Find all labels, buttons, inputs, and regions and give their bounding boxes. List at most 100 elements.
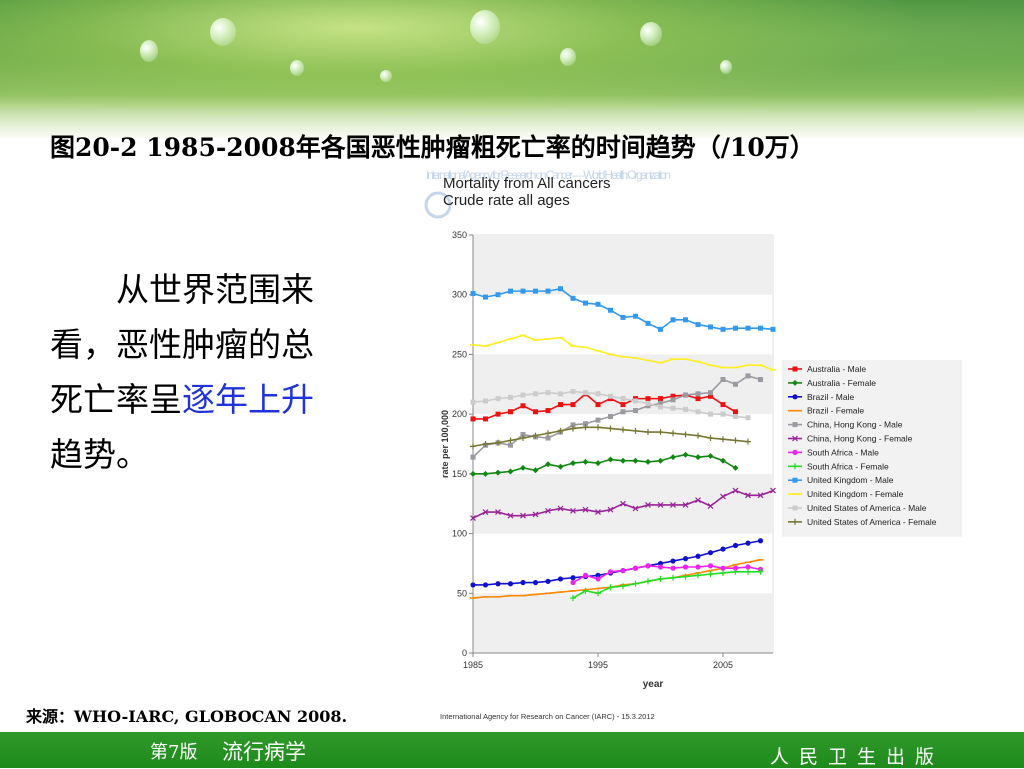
data-point bbox=[682, 556, 689, 562]
data-point bbox=[545, 435, 551, 441]
data-point bbox=[607, 456, 614, 463]
data-point bbox=[695, 553, 701, 559]
data-point bbox=[633, 408, 638, 414]
data-point bbox=[533, 288, 538, 294]
x-tick-label: 1995 bbox=[588, 660, 608, 670]
y-axis-label: rate per 100,000 bbox=[440, 410, 450, 478]
data-point bbox=[720, 377, 726, 383]
data-point bbox=[520, 512, 526, 519]
data-point bbox=[620, 567, 626, 574]
chart-figure: International Agency for Research on Can… bbox=[410, 165, 970, 725]
data-point bbox=[670, 393, 676, 399]
data-point bbox=[620, 396, 626, 402]
body-text-highlight: 逐年上升 bbox=[182, 380, 314, 419]
data-point bbox=[583, 421, 588, 427]
data-point bbox=[792, 435, 798, 442]
data-point bbox=[745, 415, 751, 421]
footer-edition: 第7版 bbox=[150, 742, 198, 763]
data-point bbox=[708, 393, 713, 399]
data-point bbox=[570, 460, 576, 467]
data-point bbox=[682, 501, 689, 508]
data-point bbox=[620, 426, 626, 433]
data-point bbox=[645, 458, 651, 465]
data-point bbox=[470, 454, 476, 460]
data-point bbox=[532, 432, 539, 439]
data-point bbox=[758, 377, 763, 383]
body-text: 从世界范围来看，恶性肿瘤的总死亡率呈逐年上升趋势。 bbox=[50, 262, 340, 482]
data-point bbox=[670, 317, 676, 323]
water-drop bbox=[470, 10, 500, 44]
data-point bbox=[682, 564, 689, 570]
data-point bbox=[792, 366, 798, 372]
data-point bbox=[745, 325, 751, 331]
data-point bbox=[732, 542, 739, 549]
data-point bbox=[545, 288, 551, 294]
who-logo-watermark-icon bbox=[424, 191, 452, 219]
series-line bbox=[572, 565, 761, 584]
data-point bbox=[582, 506, 589, 513]
data-point bbox=[657, 457, 664, 464]
body-text-suffix: 趋势。 bbox=[50, 435, 149, 474]
legend-label: United Kingdom - Male bbox=[807, 475, 894, 485]
data-point bbox=[545, 578, 551, 584]
plot-area bbox=[472, 234, 774, 654]
footer-course: 流行病学 bbox=[222, 740, 306, 764]
legend-label: China, Hong Kong - Female bbox=[807, 434, 913, 444]
data-point bbox=[720, 457, 726, 464]
data-point bbox=[792, 505, 798, 511]
series-line bbox=[473, 453, 736, 475]
data-point bbox=[645, 396, 651, 402]
data-point bbox=[620, 583, 626, 590]
data-point bbox=[595, 301, 601, 307]
data-point bbox=[607, 506, 614, 513]
data-point bbox=[707, 550, 714, 556]
series-line bbox=[572, 570, 761, 599]
data-point bbox=[695, 391, 701, 397]
data-point bbox=[507, 512, 514, 519]
data-point bbox=[557, 576, 564, 582]
legend-box bbox=[782, 360, 962, 537]
data-point bbox=[708, 324, 713, 330]
data-point bbox=[520, 579, 526, 586]
data-point bbox=[620, 402, 626, 408]
data-point bbox=[495, 292, 501, 298]
data-point bbox=[670, 397, 676, 403]
data-point bbox=[507, 437, 514, 444]
data-point bbox=[670, 501, 676, 508]
chart-credit: International Agency for Research on Can… bbox=[440, 712, 655, 721]
data-point bbox=[658, 404, 663, 410]
legend-label: United States of America - Male bbox=[807, 503, 927, 513]
data-point bbox=[758, 325, 763, 331]
data-point bbox=[670, 558, 676, 564]
data-point bbox=[695, 564, 701, 570]
data-point bbox=[695, 454, 701, 461]
data-point bbox=[620, 457, 626, 464]
data-point bbox=[695, 572, 701, 579]
data-point bbox=[557, 463, 564, 470]
data-point bbox=[695, 322, 701, 328]
data-point bbox=[707, 503, 714, 510]
data-point bbox=[520, 435, 526, 442]
data-point bbox=[507, 581, 514, 587]
water-drop bbox=[720, 60, 732, 74]
data-point bbox=[732, 487, 739, 494]
legend-label: United States of America - Female bbox=[807, 517, 937, 527]
data-point bbox=[570, 295, 576, 301]
data-point bbox=[582, 572, 589, 578]
data-point bbox=[682, 451, 689, 458]
legend-label: United Kingdom - Female bbox=[807, 489, 904, 499]
data-point bbox=[720, 326, 726, 332]
data-point bbox=[633, 313, 638, 319]
data-point bbox=[657, 560, 664, 567]
data-point bbox=[595, 402, 601, 408]
data-point bbox=[620, 314, 626, 320]
data-point bbox=[495, 439, 501, 446]
data-point bbox=[792, 477, 798, 483]
data-point bbox=[607, 569, 614, 575]
data-point bbox=[657, 501, 664, 508]
data-point bbox=[482, 509, 489, 515]
data-point bbox=[508, 394, 513, 400]
data-point bbox=[792, 463, 798, 470]
legend-label: Australia - Male bbox=[807, 364, 866, 374]
data-point bbox=[645, 429, 651, 436]
